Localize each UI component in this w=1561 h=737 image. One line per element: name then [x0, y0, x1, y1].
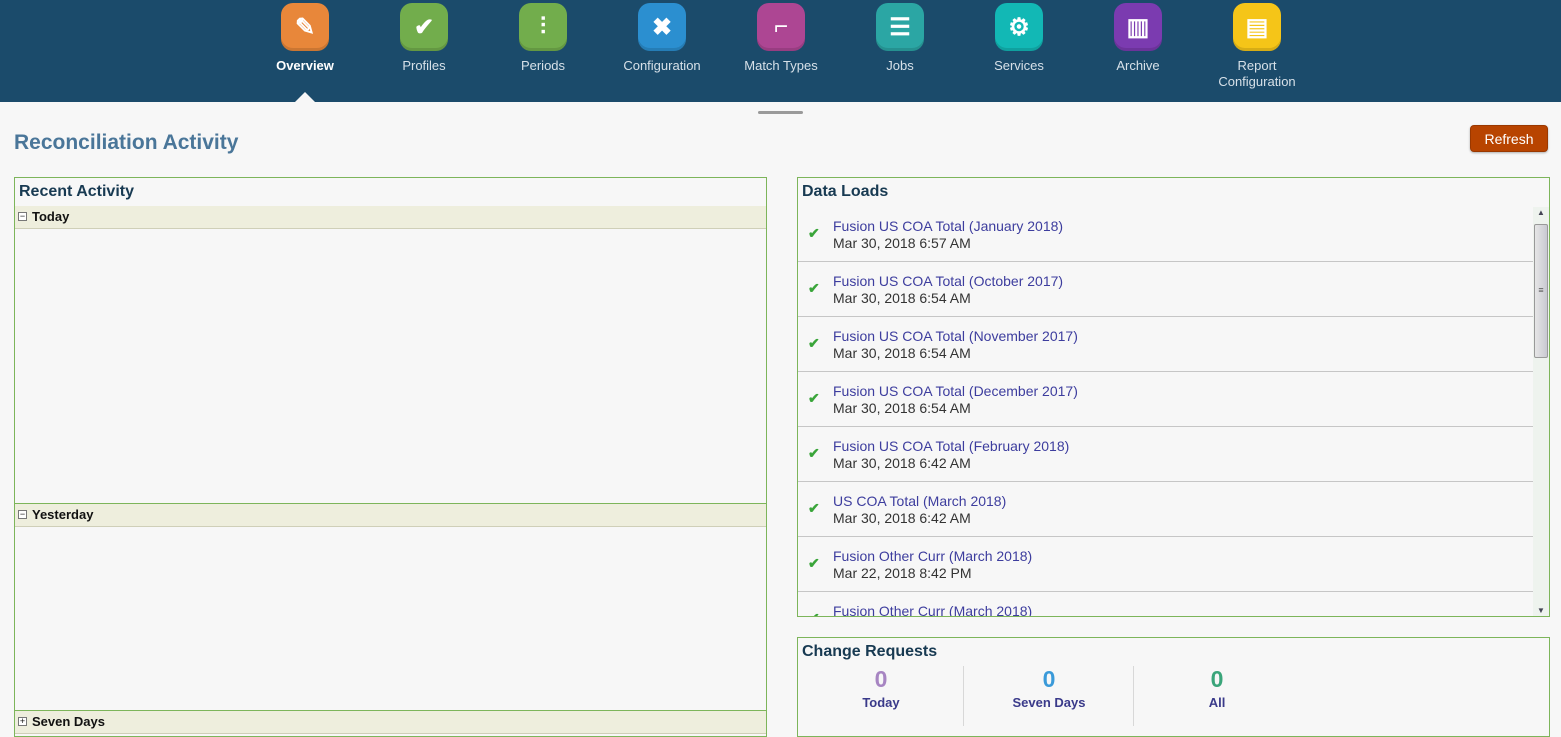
- nav-label: Match Types: [744, 58, 818, 73]
- nav-item-match-types[interactable]: ⌐ Match Types: [726, 3, 836, 74]
- overview-icon: ✎: [281, 3, 329, 51]
- stat-seven-days[interactable]: 0 Seven Days: [969, 666, 1129, 710]
- nav-item-jobs[interactable]: ☰ Jobs: [845, 3, 955, 74]
- checkmark-icon: ✔: [808, 555, 820, 571]
- stat-value: 0: [1210, 666, 1224, 692]
- nav-label: Archive: [1116, 58, 1160, 73]
- data-load-date: Mar 30, 2018 6:42 AM: [833, 510, 971, 526]
- panel-title: Data Loads: [802, 183, 889, 200]
- nav-item-periods[interactable]: ⫶ Periods: [488, 3, 598, 74]
- data-load-item: ✔ Fusion US COA Total (February 2018) Mar …: [798, 427, 1533, 482]
- nav-label: Profiles: [402, 58, 446, 73]
- panel-title: Change Requests: [802, 643, 938, 660]
- nav-item-configuration[interactable]: ✖ Configuration: [607, 3, 717, 74]
- stat-label: Today: [862, 695, 900, 710]
- data-loads-list: ✔ Fusion US COA Total (January 2018) Mar 3…: [798, 207, 1533, 616]
- checkmark-icon: ✔: [808, 225, 820, 241]
- data-load-date: Mar 30, 2018 6:42 AM: [833, 455, 971, 471]
- group-yesterday-body: [15, 528, 766, 711]
- scroll-up-icon[interactable]: ▲: [1537, 208, 1545, 217]
- nav-label: Overview: [276, 58, 334, 73]
- data-load-item: ✔ Fusion Other Curr (March 2018) Mar 22, 2…: [798, 537, 1533, 592]
- clipboard-list-icon: ☰: [876, 3, 924, 51]
- data-load-date: Mar 30, 2018 6:54 AM: [833, 345, 971, 361]
- checkmark-icon: ✔: [808, 445, 820, 461]
- tools-icon: ✖: [638, 3, 686, 51]
- scrollbar-thumb[interactable]: ≡: [1534, 224, 1548, 358]
- collapse-handle[interactable]: [758, 111, 803, 114]
- group-label: Today: [32, 209, 70, 224]
- checkmark-icon: ✔: [808, 610, 820, 616]
- collapse-icon[interactable]: −: [18, 211, 27, 221]
- checkmark-icon: ✔: [808, 280, 820, 296]
- data-load-date: Mar 30, 2018 6:54 AM: [833, 400, 971, 416]
- data-load-item: ✔ Fusion US COA Total (January 2018) Mar 3…: [798, 207, 1533, 262]
- data-load-link[interactable]: Fusion US COA Total (December 2017): [833, 383, 1078, 399]
- scrollbar[interactable]: ▲ ≡ ▼: [1533, 207, 1549, 616]
- checkmark-icon: ✔: [808, 500, 820, 516]
- services-gear-icon: ⚙: [995, 3, 1043, 51]
- refresh-button[interactable]: Refresh: [1470, 125, 1548, 152]
- divider: [963, 666, 964, 726]
- divider: [1133, 666, 1134, 726]
- nav-item-overview[interactable]: ✎ Overview: [250, 3, 360, 74]
- data-load-link[interactable]: Fusion US COA Total (February 2018): [833, 438, 1070, 454]
- data-load-link[interactable]: Fusion Other Curr (March 2018): [833, 548, 1033, 564]
- data-load-link[interactable]: Fusion US COA Total (October 2017): [833, 273, 1064, 289]
- data-load-item: ✔ Fusion US COA Total (November 2017) Mar …: [798, 317, 1533, 372]
- panel-title: Recent Activity: [19, 183, 134, 200]
- nav-label: Configuration: [623, 58, 701, 73]
- nav-label: Services: [994, 58, 1044, 73]
- data-load-link[interactable]: Fusion US COA Total (November 2017): [833, 328, 1078, 344]
- stat-today[interactable]: 0 Today: [801, 666, 961, 710]
- nav-label: Jobs: [886, 58, 914, 73]
- checkmark-icon: ✔: [808, 335, 820, 351]
- data-load-date: Mar 30, 2018 6:57 AM: [833, 235, 971, 251]
- data-load-link[interactable]: Fusion Other Curr (March 2018): [833, 603, 1033, 616]
- stat-label: Seven Days: [1012, 695, 1086, 710]
- archive-binders-icon: ▥: [1114, 3, 1162, 51]
- sliders-icon: ⫶: [519, 3, 567, 51]
- group-today-body: [15, 230, 766, 504]
- scroll-down-icon[interactable]: ▼: [1537, 606, 1545, 615]
- expand-icon[interactable]: +: [18, 716, 27, 726]
- data-load-item: ✔ Fusion US COA Total (October 2017) Mar 3…: [798, 262, 1533, 317]
- data-load-item: ✔ Fusion Other Curr (March 2018): [798, 592, 1533, 616]
- group-yesterday[interactable]: − Yesterday: [15, 504, 766, 527]
- recent-activity-panel: Recent Activity − Today − Yesterday + Seven…: [14, 177, 767, 737]
- nav-label: Report Configuration: [1218, 58, 1296, 89]
- change-requests-panel: Change Requests 0 Today 0 Seven Days 0 All: [797, 637, 1550, 737]
- report-icon: ▤: [1233, 3, 1281, 51]
- group-label: Yesterday: [32, 507, 94, 522]
- stat-value: 0: [1042, 666, 1056, 692]
- match-types-icon: ⌐: [757, 3, 805, 51]
- nav-label: Periods: [520, 58, 566, 73]
- data-load-date: Mar 22, 2018 8:42 PM: [833, 565, 972, 581]
- stat-label: All: [1208, 695, 1226, 710]
- collapse-icon[interactable]: −: [18, 509, 27, 519]
- data-load-date: Mar 30, 2018 6:54 AM: [833, 290, 971, 306]
- nav-item-archive[interactable]: ▥ Archive: [1083, 3, 1193, 74]
- data-load-link[interactable]: Fusion US COA Total (January 2018): [833, 218, 1064, 234]
- data-load-item: ✔ Fusion US COA Total (December 2017) Mar …: [798, 372, 1533, 427]
- page-title: Reconciliation Activity: [14, 131, 239, 154]
- group-today[interactable]: − Today: [15, 206, 766, 229]
- stat-all[interactable]: 0 All: [1137, 666, 1297, 710]
- nav-item-profiles[interactable]: ✔ Profiles: [369, 3, 479, 74]
- data-loads-panel: Data Loads ✔ Fusion US COA Total (January…: [797, 177, 1550, 617]
- stat-value: 0: [874, 666, 888, 692]
- active-tab-indicator: [295, 92, 315, 102]
- data-load-link[interactable]: US COA Total (March 2018): [833, 493, 1007, 509]
- nav-item-services[interactable]: ⚙ Services: [964, 3, 1074, 74]
- group-label: Seven Days: [32, 714, 105, 729]
- clipboard-check-icon: ✔: [400, 3, 448, 51]
- nav-item-report-configuration[interactable]: ▤ Report Configuration: [1202, 3, 1312, 90]
- data-load-item: ✔ US COA Total (March 2018) Mar 30, 2018 6…: [798, 482, 1533, 537]
- top-navigation: ✎ Overview ✔ Profiles ⫶ Periods ✖ Configuration…: [0, 0, 1561, 102]
- checkmark-icon: ✔: [808, 390, 820, 406]
